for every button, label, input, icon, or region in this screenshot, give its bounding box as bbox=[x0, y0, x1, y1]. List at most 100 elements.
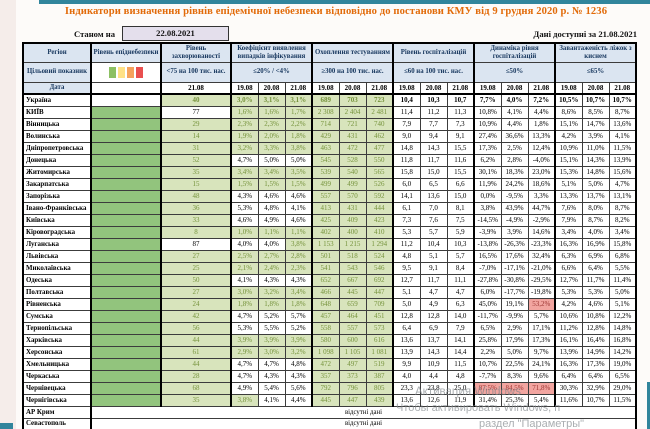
hosp-value-cell: 7,5 bbox=[446, 213, 475, 227]
beds-value-cell: 12,7% bbox=[554, 273, 583, 287]
region-name-cell: Харківська bbox=[22, 333, 92, 347]
danger-level-cell bbox=[90, 225, 162, 239]
hosp-value-cell: 4,8 bbox=[392, 249, 421, 263]
test-value-cell: 1 098 bbox=[311, 345, 340, 359]
dyn-value-cell: 4,4% bbox=[527, 105, 556, 119]
beds-value-cell: 12,8% bbox=[581, 321, 610, 335]
test-value-cell: 557 bbox=[311, 189, 340, 203]
hosp-value-cell: 10,9 bbox=[419, 357, 448, 371]
region-name-cell: Тернопільська bbox=[22, 321, 92, 335]
as-of-label: Станом на bbox=[74, 29, 116, 39]
coef-value-cell: 4,1% bbox=[257, 393, 286, 407]
coef-value-cell: 3,4% bbox=[284, 285, 313, 299]
date-cell: 20.08 bbox=[338, 81, 367, 96]
test-value-cell: 466 bbox=[311, 285, 340, 299]
table-row: Харківська 44 3,9% 3,9% 3,9% 580 600 616 13,6 13,… bbox=[22, 333, 637, 347]
coef-value-cell: 2,4% bbox=[257, 261, 286, 275]
test-value-cell: 472 bbox=[311, 357, 340, 371]
page-left-margin bbox=[0, 0, 16, 429]
hosp-value-cell: 11,1 bbox=[446, 273, 475, 287]
legend-red-square bbox=[136, 66, 143, 78]
test-value-cell: 526 bbox=[365, 177, 394, 191]
beds-value-cell: 19,0% bbox=[608, 357, 637, 371]
beds-value-cell: 8,7% bbox=[581, 213, 610, 227]
hosp-value-cell: 7,9 bbox=[392, 117, 421, 131]
dyn-value-cell: -11,7% bbox=[473, 309, 502, 323]
coef-value-cell: 3,8% bbox=[230, 393, 259, 407]
windows-activation-watermark-line1: Активация Windows bbox=[415, 386, 521, 398]
dyn-value-cell: -9,9% bbox=[500, 309, 529, 323]
table-row: Закарпатська 15 1,5% 1,5% 1,5% 499 499 526 6,0 6,… bbox=[22, 177, 637, 191]
hosp-value-cell: 15,5 bbox=[446, 165, 475, 179]
beds-value-cell: 15,3% bbox=[554, 165, 583, 179]
dyn-value-cell: 1,8% bbox=[527, 117, 556, 131]
test-value-cell: 703 bbox=[338, 93, 367, 107]
dyn-value-cell: 44,7% bbox=[527, 201, 556, 215]
test-value-cell: 2 404 bbox=[338, 105, 367, 119]
hosp-value-cell: 11,7 bbox=[419, 153, 448, 167]
test-value-cell: 472 bbox=[338, 141, 367, 155]
beds-value-cell: 5,5% bbox=[608, 261, 637, 275]
coef-value-cell: 4,7% bbox=[230, 369, 259, 383]
coef-value-cell: 4,0% bbox=[257, 237, 286, 251]
coef-value-cell: 2,2% bbox=[284, 117, 313, 131]
test-value-cell: 540 bbox=[338, 165, 367, 179]
coef-value-cell: 5,7% bbox=[284, 309, 313, 323]
beds-value-cell: 4,6% bbox=[581, 297, 610, 311]
test-value-cell: 616 bbox=[365, 333, 394, 347]
date-cell: 19.08 bbox=[230, 81, 259, 96]
coef-value-cell: 5,0% bbox=[284, 153, 313, 167]
beds-value-cell: 10,5% bbox=[554, 93, 583, 107]
test-value-cell: 689 bbox=[311, 93, 340, 107]
hosp-value-cell: 5,7 bbox=[419, 225, 448, 239]
windows-activation-watermark-line3: раздел "Параметры" bbox=[479, 418, 585, 429]
test-value-cell: 723 bbox=[365, 93, 394, 107]
test-value-cell: 565 bbox=[365, 165, 394, 179]
beds-value-cell: 13,1% bbox=[608, 189, 637, 203]
test-value-cell: 1 215 bbox=[338, 237, 367, 251]
coef-value-cell: 1,8% bbox=[257, 297, 286, 311]
coef-value-cell: 3,8% bbox=[284, 237, 313, 251]
hosp-value-cell: 7,0 bbox=[419, 201, 448, 215]
coef-value-cell: 4,7% bbox=[230, 309, 259, 323]
dyn-value-cell: 24,1% bbox=[527, 357, 556, 371]
test-value-cell: 600 bbox=[338, 333, 367, 347]
date-cell: 21.08 bbox=[608, 81, 637, 96]
beds-value-cell: 15,6% bbox=[608, 165, 637, 179]
test-value-cell: 463 bbox=[311, 141, 340, 155]
dyn-value-cell: 4,4% bbox=[500, 117, 529, 131]
table-row: Чернігівська 35 3,8% 4,1% 4,4% 445 447 439 13,6 1… bbox=[22, 393, 637, 407]
beds-value-cell: 8,0% bbox=[581, 201, 610, 215]
beds-value-cell: 13,9% bbox=[608, 153, 637, 167]
header-hospitalization-dynamics: Динаміка рівня госпіталізацій bbox=[473, 42, 556, 63]
beds-value-cell: 8,6% bbox=[554, 105, 583, 119]
coef-value-cell: 1,9% bbox=[230, 129, 259, 143]
beds-value-cell: 16,8% bbox=[608, 333, 637, 347]
table-row: Кіровоградська 8 1,0% 1,1% 1,1% 402 400 410 5,3 5… bbox=[22, 225, 637, 239]
test-value-cell: 477 bbox=[365, 141, 394, 155]
coef-value-cell: 4,7% bbox=[230, 153, 259, 167]
header-region: Регіон bbox=[22, 42, 92, 63]
target-coefficient: ≤20% / <4% bbox=[230, 61, 313, 83]
incidence-cell: 61 bbox=[160, 345, 232, 359]
incidence-cell: 35 bbox=[160, 393, 232, 407]
incidence-cell: 36 bbox=[160, 201, 232, 215]
danger-level-cell bbox=[90, 213, 162, 227]
no-data-cell: відсутні дані bbox=[90, 417, 637, 429]
region-name-cell: Одеська bbox=[22, 273, 92, 287]
beds-value-cell: 3,9% bbox=[581, 129, 610, 143]
danger-level-cell bbox=[90, 165, 162, 179]
coef-value-cell: 4,1% bbox=[284, 201, 313, 215]
beds-value-cell: 14,3% bbox=[581, 153, 610, 167]
region-name-cell: Донецька bbox=[22, 153, 92, 167]
hosp-value-cell: 11,2 bbox=[392, 237, 421, 251]
coef-value-cell: 3,9% bbox=[230, 333, 259, 347]
test-value-cell: 573 bbox=[365, 321, 394, 335]
beds-value-cell: 13,7% bbox=[581, 189, 610, 203]
hosp-value-cell: 11,6 bbox=[446, 153, 475, 167]
legend-yellow-square bbox=[118, 66, 125, 78]
hosp-value-cell: 5,9 bbox=[446, 225, 475, 239]
test-value-cell: 792 bbox=[311, 381, 340, 395]
test-value-cell: 543 bbox=[338, 261, 367, 275]
dyn-value-cell: 6,0% bbox=[473, 285, 502, 299]
